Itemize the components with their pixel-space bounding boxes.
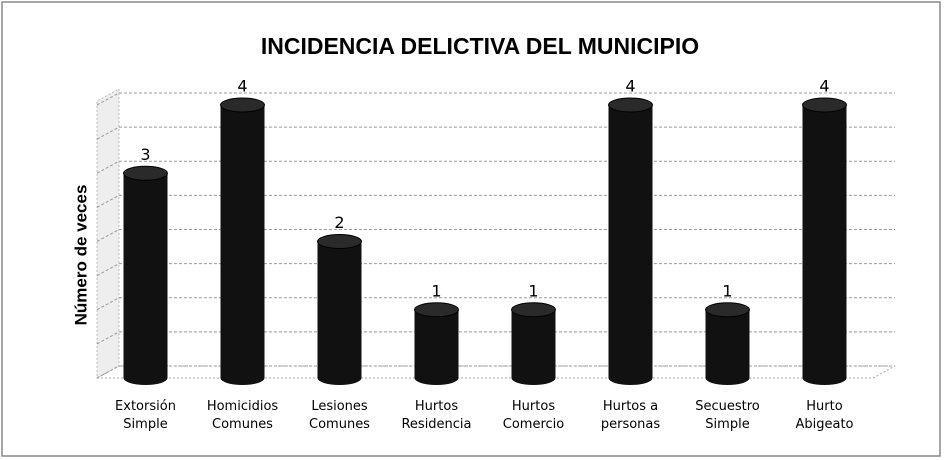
data-label: 4 (625, 77, 635, 96)
bar (705, 309, 750, 386)
bar-top (802, 97, 847, 113)
bar (414, 309, 459, 386)
bar (608, 105, 653, 386)
x-tick-label: Lesiones Comunes (309, 399, 370, 432)
data-label: 4 (237, 77, 247, 96)
data-label: 3 (140, 145, 150, 164)
bar-top (414, 302, 459, 318)
data-label: 2 (334, 213, 344, 232)
data-label: 1 (722, 281, 732, 300)
data-label: 4 (819, 77, 829, 96)
data-label: 1 (528, 281, 538, 300)
bar-top (317, 234, 362, 249)
bar-top (608, 97, 653, 113)
x-tick-label: Hurtos a personas (600, 399, 661, 432)
bar (220, 105, 265, 386)
y-axis-label: Número de veces (71, 185, 90, 326)
bar-top (511, 302, 556, 318)
bar-top (220, 97, 265, 113)
bar-top (123, 165, 168, 181)
x-tick-label: Hurtos Comercio (502, 399, 565, 432)
bar (123, 173, 168, 386)
data-label: 1 (431, 281, 441, 300)
bar (802, 105, 847, 386)
bar (511, 309, 556, 386)
grid-line (96, 92, 895, 106)
bar-top (705, 302, 750, 318)
chart-title: INCIDENCIA DELICTIVA DEL MUNICIPIO (261, 33, 699, 59)
x-tick-label: Hurto Abigeato (795, 399, 854, 432)
back-wall (96, 88, 120, 379)
x-tick-label: Secuestro Simple (695, 399, 760, 432)
x-tick-label: Extorsión Simple (115, 399, 176, 432)
x-tick-label: Homicidios Comunes (206, 399, 279, 432)
bar (317, 241, 362, 385)
x-tick-label: Hurtos Residencia (401, 399, 472, 432)
